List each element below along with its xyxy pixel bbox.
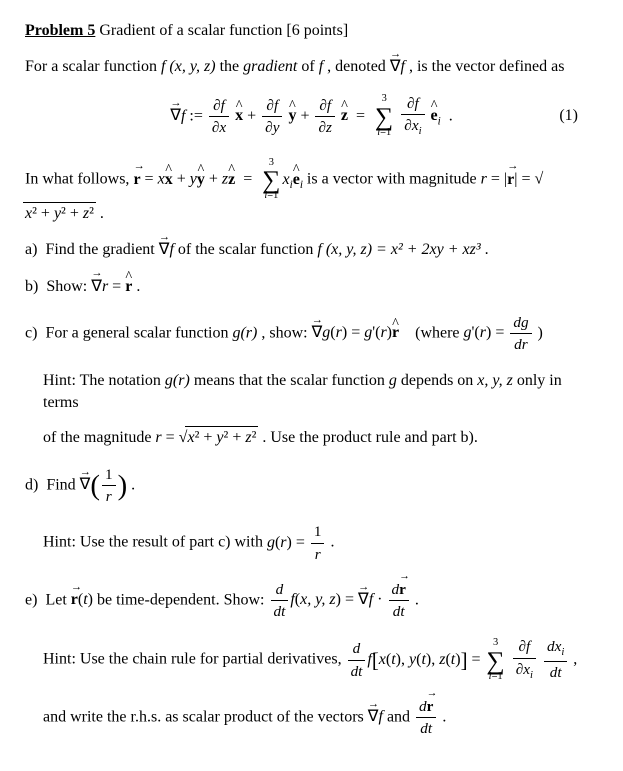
part-a-period: .: [485, 241, 489, 258]
e-hint1-text: Hint: Use the chain rule for partial der…: [43, 651, 346, 668]
problem-title: Problem 5 Gradient of a scalar function …: [25, 20, 598, 42]
intro-suffix: , is the vector defined as: [409, 58, 565, 75]
follows-text: In what follows, r = xx + yy + zz = 3∑i=…: [25, 158, 598, 225]
intro-prefix: For a scalar function: [25, 58, 161, 75]
part-c: c) For a general scalar function g(r) , …: [25, 312, 598, 356]
part-b-text: Show:: [46, 278, 91, 295]
c-hint1-gr: g(r): [165, 372, 190, 389]
nabla-f: ∇f: [390, 58, 405, 75]
intro-mid: the: [220, 58, 244, 75]
c-hint1-prefix: Hint: The notation: [43, 372, 165, 389]
part-a: a) Find the gradient ∇f of the scalar fu…: [25, 239, 598, 261]
part-b-label: b): [25, 278, 38, 295]
problem-name: Gradient of a scalar function: [99, 22, 282, 39]
part-c-gr: g(r): [232, 324, 257, 341]
intro-func: f (x, y, z): [161, 58, 216, 75]
part-c-hint2: of the magnitude r = √x² + y² + z² . Use…: [43, 426, 598, 449]
c-hint2-suffix: . Use the product rule and part b).: [262, 429, 477, 446]
part-c-text1: For a general scalar function: [45, 324, 232, 341]
part-d: d) Find ∇(1r) .: [25, 464, 598, 508]
part-c-hint1: Hint: The notation g(r) means that the s…: [43, 370, 598, 415]
part-a-text2: of the scalar function: [178, 241, 318, 258]
eq1-content: ∇f := ∂f∂x x + ∂f∂y y + ∂f∂z z = 3∑i=1 ∂…: [85, 93, 538, 140]
part-a-text1: Find the gradient: [45, 241, 158, 258]
c-hint1-g: g: [389, 372, 397, 389]
intro-mid2: of: [301, 58, 318, 75]
part-d-period: .: [131, 476, 135, 493]
part-e-hint2: and write the r.h.s. as scalar product o…: [43, 696, 598, 740]
part-d-label: d): [25, 476, 38, 493]
e-hint1-comma: ,: [573, 651, 577, 668]
equation-1: ∇f := ∂f∂x x + ∂f∂y y + ∂f∂z z = 3∑i=1 ∂…: [25, 93, 598, 140]
part-e-text2: be time-dependent. Show:: [97, 591, 269, 608]
part-a-label: a): [25, 241, 37, 258]
part-b-period: .: [136, 278, 140, 295]
part-d-text: Find: [46, 476, 79, 493]
part-b: b) Show: ∇r = r .: [25, 276, 598, 298]
part-e-period: .: [415, 591, 419, 608]
c-hint2-prefix: of the magnitude: [43, 429, 155, 446]
e-hint2-prefix: and write the r.h.s. as scalar product o…: [43, 708, 368, 725]
intro-mid3: , denoted: [327, 58, 390, 75]
part-c-where-close: ): [538, 324, 543, 341]
problem-points: [6 points]: [286, 22, 348, 39]
part-e-text1: Let: [45, 591, 70, 608]
problem-label: Problem 5: [25, 22, 95, 39]
part-c-where-open: (where: [415, 324, 463, 341]
part-e-hint1: Hint: Use the chain rule for partial der…: [43, 636, 598, 683]
eq1-number: (1): [538, 105, 578, 127]
d-hint-period: .: [330, 534, 334, 551]
c-hint1-mid: means that the scalar function: [194, 372, 389, 389]
part-c-label: c): [25, 324, 37, 341]
e-hint2-period: .: [442, 708, 446, 725]
intro-f: f: [319, 58, 323, 75]
d-hint-prefix: Hint: Use the result of part c) with: [43, 534, 267, 551]
part-c-text2: , show:: [261, 324, 311, 341]
intro-text: For a scalar function f (x, y, z) the gr…: [25, 56, 598, 78]
follows-prefix: In what follows,: [25, 171, 133, 188]
part-d-hint: Hint: Use the result of part c) with g(r…: [43, 521, 598, 565]
e-hint2-and: and: [387, 708, 414, 725]
c-hint1-mid2: depends on: [401, 372, 477, 389]
part-e-label: e): [25, 591, 37, 608]
part-e: e) Let r(t) be time-dependent. Show: ddt…: [25, 579, 598, 623]
follows-mid: is a vector with magnitude: [307, 171, 481, 188]
gradient-word: gradient: [243, 58, 297, 75]
c-hint1-xyz: x, y, z: [477, 372, 513, 389]
part-a-func: f (x, y, z) = x² + 2xy + xz³: [317, 241, 480, 258]
